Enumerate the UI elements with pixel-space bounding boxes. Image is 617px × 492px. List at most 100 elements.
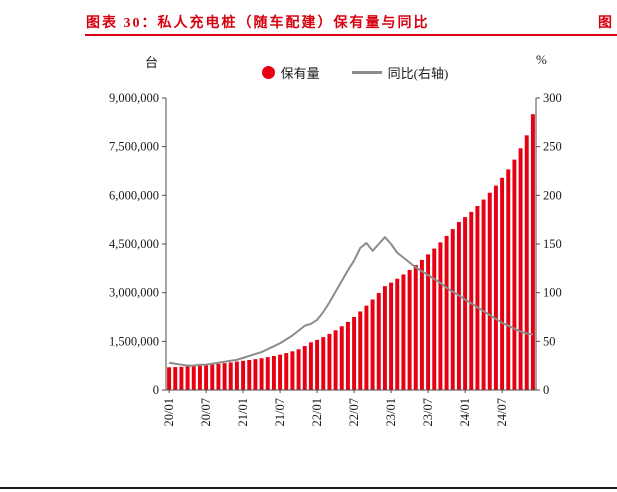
holdings-bar <box>475 206 480 390</box>
adjacent-column-text-fragment: 图 <box>598 16 612 31</box>
x-axis-tick-label: 24/07 <box>495 398 509 426</box>
holdings-vs-yoy-chart: 0 1,500,000 3,000,000 4,500,000 6,000,000 7,5… <box>109 91 562 426</box>
right-axis-unit-label: % <box>536 52 547 67</box>
holdings-bar <box>407 269 412 390</box>
left-axis-unit-label: 台 <box>145 55 159 70</box>
holdings-bar <box>444 235 449 390</box>
right-axis-tick-label: 250 <box>543 140 562 154</box>
holdings-bar <box>179 366 184 390</box>
holdings-bar <box>493 185 498 390</box>
holdings-bar <box>271 356 276 390</box>
holdings-bar <box>463 217 468 390</box>
left-axis-tick-label: 0 <box>153 383 159 397</box>
chart-legend: 保有量 同比(右轴) <box>160 63 550 82</box>
x-axis-tick-label: 23/01 <box>384 398 398 426</box>
holdings-bar <box>315 339 320 390</box>
holdings-bar <box>278 354 283 390</box>
holdings-bar <box>265 357 270 390</box>
chart-title: 图表 30：私人充电桩（随车配建）保有量与同比 <box>86 16 430 31</box>
holdings-bar <box>234 361 239 390</box>
left-axis-tick-label: 6,000,000 <box>109 188 159 202</box>
holdings-bar <box>450 229 455 390</box>
holdings-bar <box>401 274 406 390</box>
holdings-bar <box>506 169 511 390</box>
holdings-bar <box>290 351 295 390</box>
holdings-legend-label: 保有量 <box>280 66 320 81</box>
holdings-bar <box>302 346 307 390</box>
x-axis-tick-label: 21/01 <box>236 398 250 426</box>
x-axis-tick-label: 20/07 <box>199 398 213 426</box>
holdings-bar <box>284 353 289 390</box>
holdings-bar <box>339 326 344 390</box>
right-axis-tick-label: 100 <box>543 286 562 300</box>
right-axis-tick-label: 200 <box>543 188 562 202</box>
holdings-bar <box>469 211 474 390</box>
x-axis-tick-label: 23/07 <box>421 398 435 426</box>
x-axis-tick-label: 22/07 <box>347 398 361 426</box>
holdings-bar <box>253 359 258 390</box>
left-axis-tick-label: 4,500,000 <box>109 237 159 251</box>
x-axis-tick-label: 24/01 <box>458 398 472 426</box>
holdings-bar <box>487 192 492 390</box>
holdings-bar <box>228 362 233 390</box>
holdings-bar <box>185 366 190 390</box>
holdings-bar <box>222 363 227 390</box>
holdings-bar <box>530 114 535 390</box>
holdings-bar <box>259 358 264 390</box>
holdings-bar <box>456 221 461 390</box>
holdings-bar <box>364 305 369 390</box>
right-axis-tick-label: 150 <box>543 237 562 251</box>
holdings-bar <box>426 254 431 390</box>
holdings-bar <box>389 282 394 390</box>
holdings-bar <box>191 366 196 390</box>
holdings-bar <box>413 265 418 390</box>
holdings-bar <box>500 177 505 390</box>
holdings-bar <box>512 159 517 390</box>
holdings-bar <box>167 367 172 390</box>
holdings-bar <box>358 311 363 390</box>
holdings-bar <box>370 299 375 390</box>
right-axis-tick-label: 50 <box>543 334 556 348</box>
holdings-bar <box>345 321 350 390</box>
holdings-bar <box>518 148 523 390</box>
holdings-bar <box>204 365 209 390</box>
right-axis-tick-label: 0 <box>543 383 549 397</box>
x-axis-tick-label: 21/07 <box>273 398 287 426</box>
holdings-bar <box>376 292 381 390</box>
right-axis-tick-label: 300 <box>543 91 562 105</box>
holdings-bar <box>327 333 332 390</box>
holdings-bar <box>438 242 443 390</box>
title-underline-rule <box>85 34 617 36</box>
x-axis-tick-label: 20/01 <box>162 398 176 426</box>
holdings-bar <box>333 330 338 390</box>
holdings-bar <box>321 337 326 390</box>
yoy-line <box>168 236 534 367</box>
left-axis-tick-label: 9,000,000 <box>109 91 159 105</box>
holdings-bar <box>524 135 529 390</box>
holdings-bar <box>173 367 178 390</box>
left-axis-tick-label: 3,000,000 <box>109 286 159 300</box>
holdings-bar <box>247 360 252 390</box>
left-axis-tick-label: 1,500,000 <box>109 334 159 348</box>
holdings-bar <box>352 317 357 390</box>
holdings-bar <box>481 199 486 390</box>
holdings-bar <box>296 349 301 390</box>
holdings-bar <box>432 248 437 390</box>
yoy-legend-marker-icon <box>351 71 382 74</box>
holdings-bar <box>210 364 215 390</box>
footer-divider-rule <box>0 487 617 489</box>
legend-item-yoy: 同比(右轴) <box>351 63 449 82</box>
holdings-bar <box>308 342 313 390</box>
holdings-bar <box>216 363 221 390</box>
holdings-bar <box>395 278 400 390</box>
left-axis-tick-label: 7,500,000 <box>109 140 159 154</box>
x-axis-tick-label: 22/01 <box>310 398 324 426</box>
holdings-bar <box>197 365 202 390</box>
holdings-bar <box>419 259 424 390</box>
holdings-bar <box>241 360 246 390</box>
holdings-bar <box>382 286 387 390</box>
holdings-legend-marker-icon <box>261 66 275 79</box>
yoy-legend-label: 同比(右轴) <box>387 66 449 81</box>
legend-item-holdings: 保有量 <box>261 63 320 82</box>
